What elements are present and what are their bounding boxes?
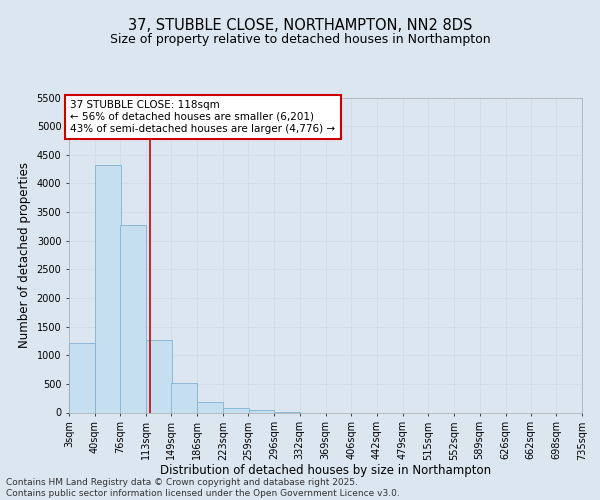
Y-axis label: Number of detached properties: Number of detached properties — [18, 162, 31, 348]
Text: 37 STUBBLE CLOSE: 118sqm
← 56% of detached houses are smaller (6,201)
43% of sem: 37 STUBBLE CLOSE: 118sqm ← 56% of detach… — [70, 100, 335, 134]
Bar — [69, 342, 95, 412]
Bar — [95, 164, 121, 412]
X-axis label: Distribution of detached houses by size in Northampton: Distribution of detached houses by size … — [160, 464, 491, 477]
Bar — [248, 410, 274, 412]
Bar — [146, 340, 172, 412]
Text: 37, STUBBLE CLOSE, NORTHAMPTON, NN2 8DS: 37, STUBBLE CLOSE, NORTHAMPTON, NN2 8DS — [128, 18, 472, 32]
Text: Size of property relative to detached houses in Northampton: Size of property relative to detached ho… — [110, 32, 490, 46]
Bar — [121, 225, 146, 412]
Text: Contains HM Land Registry data © Crown copyright and database right 2025.
Contai: Contains HM Land Registry data © Crown c… — [6, 478, 400, 498]
Bar — [172, 384, 197, 412]
Bar — [223, 408, 249, 412]
Bar — [197, 402, 223, 412]
